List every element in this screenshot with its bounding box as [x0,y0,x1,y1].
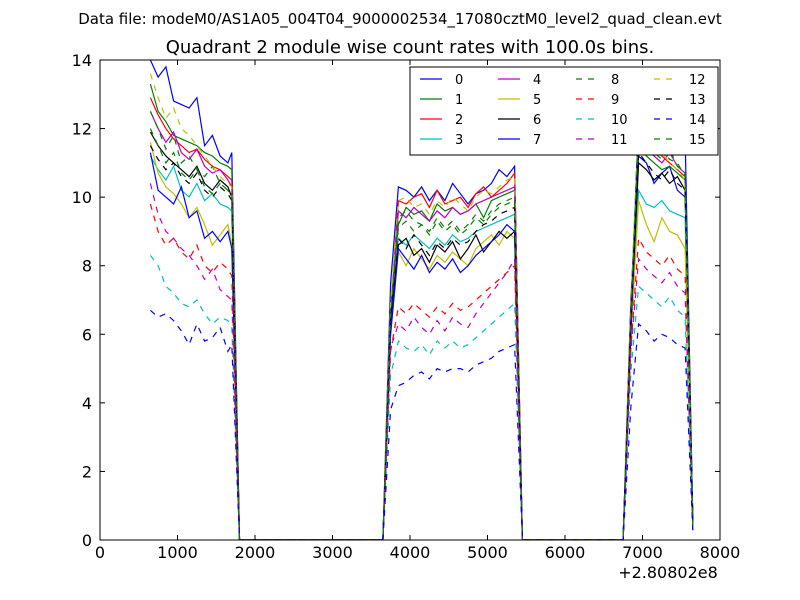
x-tick-label: 1000 [157,543,198,562]
y-tick-label: 2 [82,462,92,481]
legend-label-15: 15 [689,133,706,148]
x-tick-label: 7000 [622,543,663,562]
series-line-12 [149,73,694,540]
x-tick-label: 8000 [700,543,741,562]
x-offset-label: +2.80802e8 [618,563,718,582]
y-tick-label: 8 [82,257,92,276]
legend-label-11: 11 [611,133,628,148]
legend-label-0: 0 [455,73,463,88]
y-tick-label: 12 [72,120,92,139]
legend-label-1: 1 [455,93,463,108]
legend-label-10: 10 [611,113,628,128]
legend-box [409,66,719,156]
x-tick-label: 4000 [390,543,431,562]
legend-label-5: 5 [533,93,541,108]
chart-suptitle: Data file: modeM0/AS1A05_004T04_90000025… [78,10,722,29]
legend-label-13: 13 [689,93,706,108]
series-line-13 [149,145,694,540]
series-line-14 [150,309,694,540]
y-tick-label: 4 [82,394,92,413]
x-tick-label: 2000 [235,543,276,562]
x-tick-label: 0 [95,543,105,562]
y-tick-label: 14 [72,51,92,70]
legend-label-6: 6 [533,113,541,128]
legend-label-2: 2 [455,113,463,128]
legend-label-4: 4 [533,73,541,88]
legend-label-9: 9 [611,93,619,108]
x-tick-label: 5000 [467,543,508,562]
y-tick-label: 6 [82,325,92,344]
series-layer [149,60,694,540]
axis-ticks: 0 1000 2000 3000 4000 5000 6000 7000 80000246810… [72,51,741,562]
legend-label-12: 12 [689,73,706,88]
legend-label-14: 14 [689,113,706,128]
series-line-9 [149,203,694,540]
legend-label-7: 7 [533,133,541,148]
y-tick-label: 10 [72,188,92,207]
series-line-11 [149,183,694,540]
legend-label-8: 8 [611,73,619,88]
x-tick-label: 6000 [545,543,586,562]
series-line-5 [149,142,694,540]
legend-label-3: 3 [455,133,463,148]
y-tick-label: 0 [82,531,92,550]
x-tick-label: 3000 [312,543,353,562]
series-line-10 [149,255,694,540]
chart-title: Quadrant 2 module wise count rates with … [166,37,655,58]
series-line-15 [149,128,694,540]
series-line-6 [149,131,694,540]
